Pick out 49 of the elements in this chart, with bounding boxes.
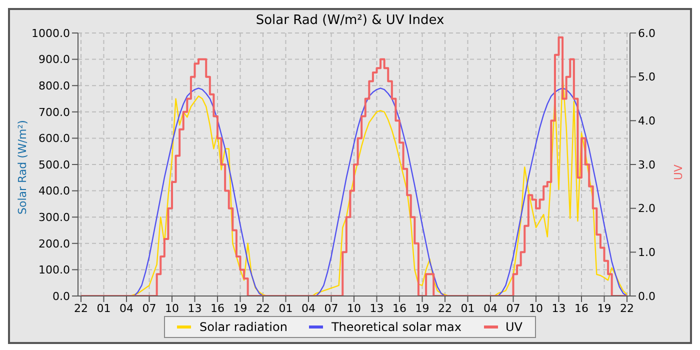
x-tick-label: 10 bbox=[165, 302, 179, 315]
legend-label: Solar radiation bbox=[199, 320, 288, 334]
y-tick-label: 100.0 bbox=[38, 264, 70, 277]
y2-tick-label: 6.0 bbox=[638, 26, 656, 40]
y-tick-label: 900.0 bbox=[38, 53, 70, 66]
x-tick-label: 10 bbox=[347, 302, 361, 315]
legend-label: Theoretical solar max bbox=[331, 320, 462, 334]
x-tick-label: 19 bbox=[415, 302, 430, 315]
x-tick-label: 22 bbox=[438, 302, 452, 315]
y-tick-label: 200.0 bbox=[38, 237, 70, 250]
x-tick-label: 04 bbox=[302, 302, 316, 315]
y2-tick-label: 1.0 bbox=[638, 246, 656, 260]
x-tick-label: 19 bbox=[597, 302, 612, 315]
y-tick-label: 400.0 bbox=[38, 184, 70, 198]
y-axis-title: Solar Rad (W/m²) bbox=[16, 120, 29, 214]
x-tick-label: 13 bbox=[370, 302, 384, 315]
x-tick-label: 10 bbox=[529, 302, 543, 315]
x-tick-label: 16 bbox=[574, 302, 588, 315]
chart-title: Solar Rad (W/m²) & UV Index bbox=[256, 13, 444, 28]
y-tick-label: 800.0 bbox=[38, 80, 70, 93]
x-tick-label: 22 bbox=[74, 302, 88, 315]
x-tick-label: 04 bbox=[484, 302, 498, 315]
x-tick-label: 07 bbox=[506, 302, 520, 315]
x-tick-label: 22 bbox=[256, 302, 270, 315]
y2-tick-label: 3.0 bbox=[638, 158, 656, 172]
y-tick-label: 1000.0 bbox=[32, 26, 70, 40]
y-tick-label: 700.0 bbox=[38, 106, 70, 119]
y-tick-label: 300.0 bbox=[38, 211, 70, 224]
x-tick-label: 16 bbox=[392, 302, 406, 315]
x-tick-label: 01 bbox=[96, 302, 111, 315]
y2-tick-label: 0.0 bbox=[638, 290, 656, 303]
x-tick-label: 01 bbox=[278, 302, 293, 315]
x-tick-label: 22 bbox=[620, 302, 634, 315]
x-tick-label: 07 bbox=[142, 302, 156, 315]
y2-tick-label: 4.0 bbox=[638, 114, 656, 128]
y2-tick-label: 5.0 bbox=[638, 70, 656, 84]
y2-tick-label: 2.0 bbox=[638, 202, 656, 216]
x-tick-label: 16 bbox=[210, 302, 224, 315]
y-tick-label: 500.0 bbox=[38, 158, 70, 172]
y2-axis-title: UV bbox=[672, 164, 685, 180]
y-tick-label: 600.0 bbox=[38, 132, 70, 146]
x-tick-label: 07 bbox=[324, 302, 338, 315]
x-tick-label: 13 bbox=[552, 302, 566, 315]
x-tick-label: 19 bbox=[233, 302, 248, 315]
x-tick-label: 13 bbox=[188, 302, 202, 315]
x-tick-label: 01 bbox=[460, 302, 475, 315]
x-tick-label: 04 bbox=[120, 302, 134, 315]
y-tick-label: 0.0 bbox=[52, 290, 70, 303]
legend-label: UV bbox=[506, 320, 522, 334]
